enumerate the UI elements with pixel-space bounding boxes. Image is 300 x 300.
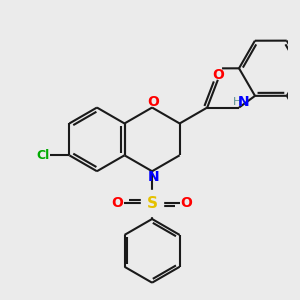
Text: O: O [147,94,159,109]
Text: O: O [112,196,124,210]
Text: O: O [181,196,193,210]
Text: S: S [147,196,158,211]
Text: N: N [238,95,250,109]
Text: N: N [147,170,159,184]
Text: O: O [212,68,224,82]
Text: H: H [233,97,242,107]
Text: Cl: Cl [36,149,50,162]
